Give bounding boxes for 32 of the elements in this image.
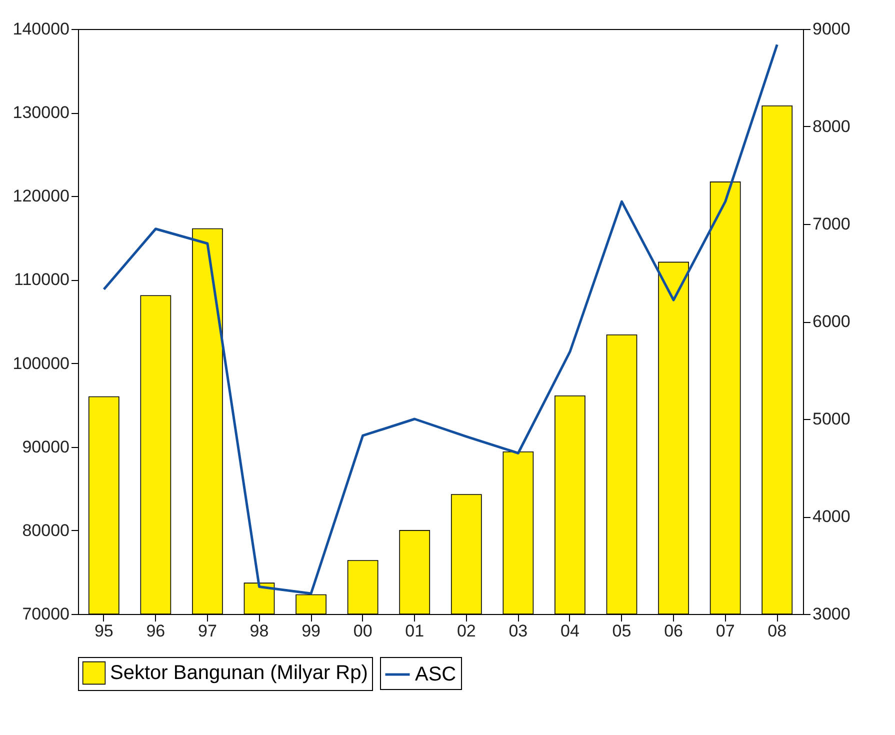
x-tick-label: 95 xyxy=(94,622,114,640)
x-tick-label: 04 xyxy=(560,622,580,640)
x-tick-label: 98 xyxy=(250,622,269,640)
x-tick-label: 07 xyxy=(716,622,735,640)
y2-tick-label: 3000 xyxy=(812,604,850,624)
y-tick-label: 90000 xyxy=(22,437,70,456)
y-tick-label: 100000 xyxy=(12,354,70,373)
x-tick-label: 97 xyxy=(198,622,217,640)
y-tick-label: 80000 xyxy=(22,520,70,540)
y-tick-label: 110000 xyxy=(14,270,70,290)
x-tick-label: 01 xyxy=(405,622,424,640)
y2-tick-label: 5000 xyxy=(812,410,850,428)
x-tick-label: 96 xyxy=(146,622,166,640)
y2-tick-label: 9000 xyxy=(812,20,850,38)
y2-tick-label: 6000 xyxy=(812,312,850,331)
x-tick-label: 08 xyxy=(768,622,787,640)
x-tick-label: 06 xyxy=(664,622,683,640)
y-tick-label: 120000 xyxy=(12,186,70,206)
y2-tick-label: 4000 xyxy=(812,507,850,526)
x-tick-label: 05 xyxy=(612,622,632,640)
y-tick-label: 70000 xyxy=(22,604,70,624)
y2-tick-label: 7000 xyxy=(812,214,850,234)
legend-label: ASC xyxy=(415,664,456,686)
x-tick-label: 03 xyxy=(508,622,528,640)
x-tick-label: 99 xyxy=(302,622,320,640)
x-tick-label: 00 xyxy=(353,622,372,640)
line-series xyxy=(102,43,778,595)
y-tick-label: 130000 xyxy=(12,103,70,122)
legend-label: Sektor Bangunan (Milyar Rp) xyxy=(110,662,368,684)
x-tick-label: 02 xyxy=(456,622,476,640)
y-tick-label: 140000 xyxy=(12,20,70,38)
y2-tick-label: 8000 xyxy=(812,117,850,136)
